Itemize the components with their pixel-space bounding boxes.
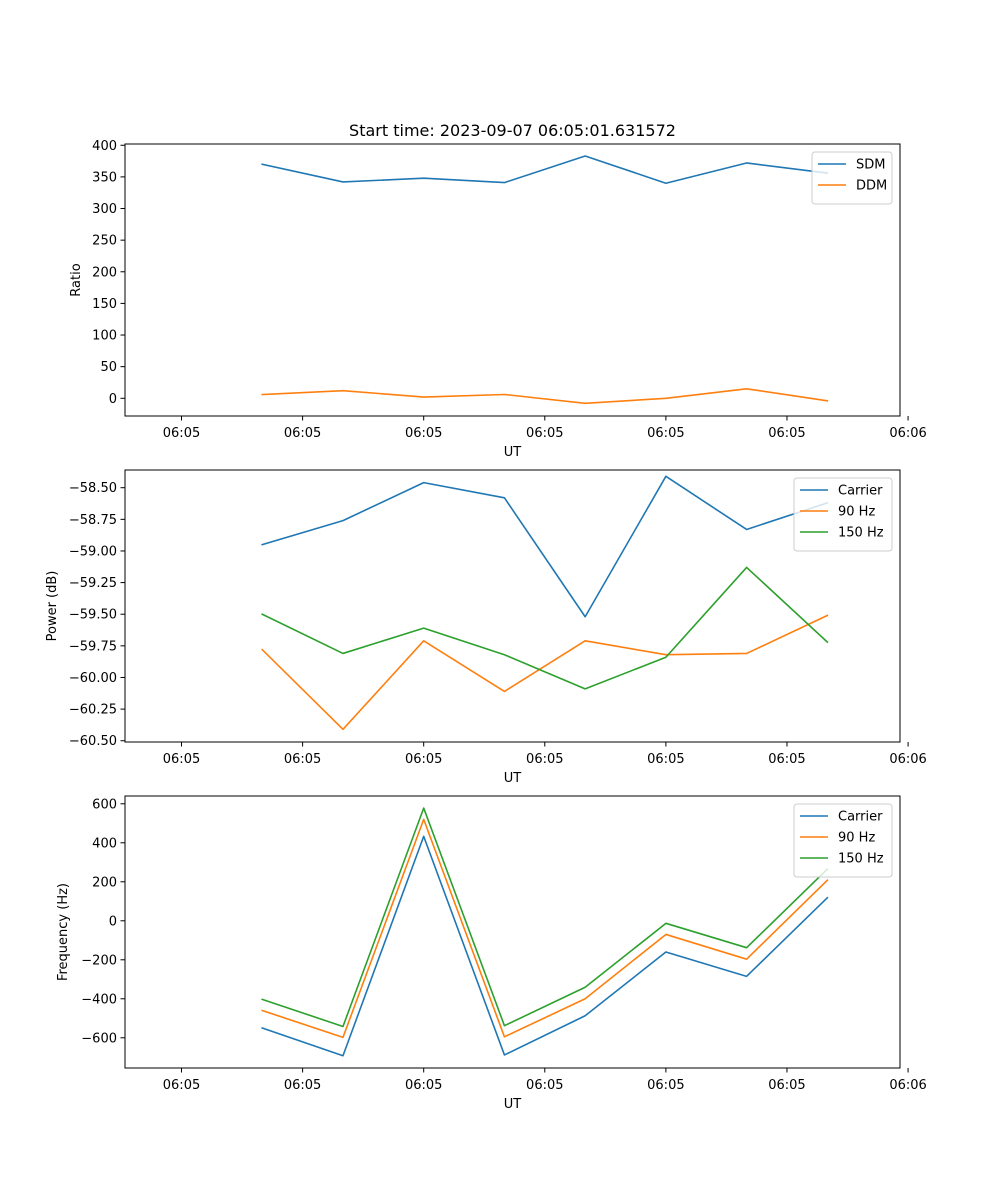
y-tick-label: 600 (92, 797, 117, 812)
axes-frame (124, 143, 901, 417)
y-tick-label: −60.25 (69, 703, 117, 718)
chart-panels: 06:05 06:05 06:05 06:05 06:05 06:05 06:06 0 50 10… (45, 121, 927, 1112)
x-tick-label: 06:05 (526, 752, 563, 767)
x-tick-label: 06:05 (163, 1078, 200, 1093)
axes-frame (124, 469, 901, 743)
y-tick-label: −400 (81, 992, 117, 1007)
x-tick-label: 06:05 (768, 1078, 805, 1093)
x-tick-label: 06:05 (284, 1078, 321, 1093)
legend: SDM DDM (811, 151, 893, 205)
x-tick-label: 06:05 (526, 426, 563, 441)
y-tick-label: −60.00 (69, 671, 117, 686)
chart-panel-2: 06:05 06:05 06:05 06:05 06:05 06:05 06:06 −58.5… (45, 469, 927, 786)
x-axis-label: UT (504, 445, 522, 460)
series-line-150-hz (261, 807, 829, 1028)
legend-label: 90 Hz (838, 505, 875, 520)
y-tick-label: −59.75 (69, 639, 117, 654)
x-tick-label: 06:05 (284, 426, 321, 441)
y-tick-label: −59.25 (69, 576, 117, 591)
x-tick-label: 06:05 (647, 426, 684, 441)
legend-label: 90 Hz (838, 831, 875, 846)
y-tick-label: −59.50 (69, 608, 117, 623)
y-tick-label: −58.75 (69, 513, 117, 528)
y-tick-label: 150 (92, 297, 117, 312)
y-axis-label: Power (dB) (45, 571, 60, 642)
y-tick-label: 400 (92, 139, 117, 154)
y-tick-label: −58.50 (69, 481, 117, 496)
x-tick-label: 06:06 (889, 1078, 926, 1093)
legend-label: 150 Hz (838, 852, 884, 867)
x-tick-label: 06:05 (647, 1078, 684, 1093)
y-tick-label: 0 (109, 392, 117, 407)
x-tick-label: 06:05 (647, 752, 684, 767)
y-tick-label: −200 (81, 953, 117, 968)
y-tick-label: 400 (92, 836, 117, 851)
legend-label: 150 Hz (838, 526, 884, 541)
x-tick-label: 06:05 (405, 1078, 442, 1093)
y-tick-label: 0 (109, 914, 117, 929)
y-tick-label: 100 (92, 329, 117, 344)
legend-box (811, 151, 893, 205)
x-tick-label: 06:05 (405, 752, 442, 767)
x-axis-label: UT (504, 771, 522, 786)
y-tick-label: 50 (100, 360, 117, 375)
x-tick-label: 06:05 (768, 752, 805, 767)
series-line-carrier (261, 835, 829, 1057)
legend: Carrier 90 Hz 150 Hz (793, 803, 893, 878)
series-line-carrier (261, 475, 829, 618)
x-tick-label: 06:06 (889, 752, 926, 767)
series-line-150-hz (261, 566, 829, 690)
series-line-sdm (261, 155, 829, 185)
x-tick-label: 06:05 (284, 752, 321, 767)
x-tick-label: 06:05 (768, 426, 805, 441)
y-tick-label: −600 (81, 1031, 117, 1046)
legend-label: Carrier (838, 810, 883, 825)
series-line-90-hz (261, 818, 829, 1039)
axes-frame (124, 795, 901, 1069)
y-tick-label: −60.50 (69, 734, 117, 749)
legend-label: Carrier (838, 484, 883, 499)
y-tick-label: 200 (92, 875, 117, 890)
y-tick-label: 350 (92, 170, 117, 185)
legend-label: SDM (856, 158, 885, 173)
series-line-90-hz (261, 614, 829, 731)
x-tick-label: 06:06 (889, 426, 926, 441)
y-tick-label: −59.00 (69, 544, 117, 559)
series-line-ddm (261, 387, 829, 405)
legend-label: DDM (856, 179, 887, 194)
y-axis-label: Frequency (Hz) (56, 883, 71, 981)
y-tick-label: 300 (92, 202, 117, 217)
chart-panel-3: 06:05 06:05 06:05 06:05 06:05 06:05 06:06 600 40… (56, 795, 927, 1112)
x-tick-label: 06:05 (405, 426, 442, 441)
x-axis-label: UT (504, 1097, 522, 1112)
x-tick-label: 06:05 (163, 752, 200, 767)
chart-panel-1: 06:05 06:05 06:05 06:05 06:05 06:05 06:06 0 50 10… (69, 121, 927, 460)
x-tick-label: 06:05 (163, 426, 200, 441)
y-axis-label: Ratio (69, 263, 84, 296)
y-tick-label: 250 (92, 234, 117, 249)
chart-title: Start time: 2023-09-07 06:05:01.631572 (349, 121, 676, 140)
legend: Carrier 90 Hz 150 Hz (793, 477, 893, 552)
y-tick-label: 200 (92, 265, 117, 280)
x-tick-label: 06:05 (526, 1078, 563, 1093)
